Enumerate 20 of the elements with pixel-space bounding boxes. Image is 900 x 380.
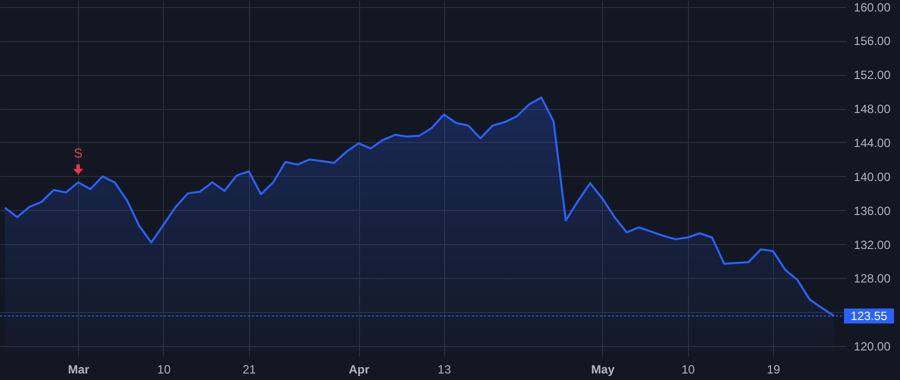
y-tick-label: 120.00 <box>854 340 891 354</box>
x-tick-label: 19 <box>766 362 780 376</box>
ref-line-label: 123.55 <box>850 308 888 323</box>
y-tick-label: 152.00 <box>854 68 891 82</box>
y-tick-label: 132.00 <box>854 238 891 252</box>
x-tick-label: 10 <box>681 362 696 376</box>
y-tick-label: 160.00 <box>854 0 891 14</box>
x-tick-label: 13 <box>438 362 452 376</box>
y-tick-label: 148.00 <box>854 102 891 116</box>
x-tick-label: Apr <box>348 362 370 376</box>
x-tick-label: 21 <box>242 362 256 376</box>
y-tick-label: 136.00 <box>854 204 891 218</box>
x-tick-label: Mar <box>68 362 90 376</box>
y-tick-label: 156.00 <box>854 34 891 48</box>
y-tick-label: 140.00 <box>854 170 891 184</box>
y-tick-label: 128.00 <box>854 272 891 286</box>
annotation: S <box>74 145 83 160</box>
y-tick-label: 144.00 <box>854 136 891 150</box>
x-tick-label: May <box>591 362 615 376</box>
x-tick-label: 10 <box>157 362 171 376</box>
